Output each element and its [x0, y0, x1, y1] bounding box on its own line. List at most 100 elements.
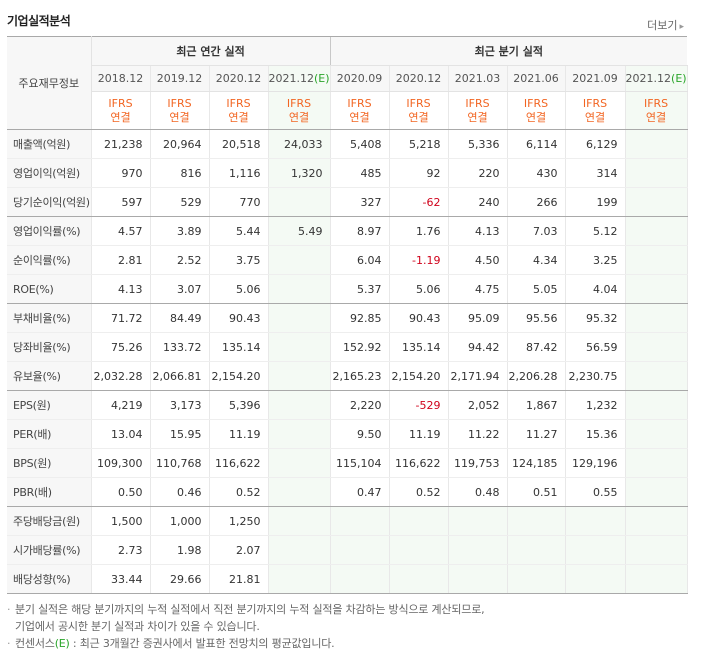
value-cell: 152.92	[329, 332, 390, 362]
table-row: BPS(원) 109,300 110,768 116,622 115,104 116,62…	[7, 448, 688, 478]
value-cell	[389, 506, 449, 536]
more-link[interactable]: 더보기 ▸	[647, 17, 684, 33]
ifrs-label: IFRS	[406, 96, 431, 110]
value-cell	[268, 419, 331, 449]
value-cell: 11.27	[507, 419, 566, 449]
accounting-standard-cell: IFRS 연결	[389, 91, 449, 130]
value-cell: 115,104	[329, 448, 390, 478]
period-header: 2020.12	[389, 65, 449, 92]
value-cell: 135.14	[389, 332, 449, 362]
ifrs-label: IFRS	[108, 96, 133, 110]
value-cell: 2,220	[329, 390, 390, 420]
accounting-standard-cell: IFRS 연결	[565, 91, 626, 130]
value-cell	[565, 564, 626, 594]
value-cell: 2.52	[150, 245, 210, 275]
consolidated-label: 연결	[228, 110, 249, 124]
value-cell: 109,300	[91, 448, 151, 478]
value-cell: 15.95	[150, 419, 210, 449]
value-cell: 3.25	[565, 245, 626, 275]
accounting-standard-cell: IFRS 연결	[209, 91, 269, 130]
table-row: 영업이익(억원) 970 816 1,116 1,320 485 92 220 430 314	[7, 158, 688, 188]
period-header: 2020.12	[209, 65, 269, 92]
value-cell: 4.57	[91, 216, 151, 246]
value-cell	[329, 535, 390, 565]
value-cell	[625, 274, 688, 304]
value-cell: 1,116	[209, 158, 269, 188]
value-cell: 3,173	[150, 390, 210, 420]
value-cell: 2,066.81	[150, 361, 210, 391]
value-cell: 21,238	[91, 129, 151, 159]
value-cell: 11.19	[389, 419, 449, 449]
consolidated-label: 연결	[169, 110, 190, 124]
value-cell: 21.81	[209, 564, 269, 594]
value-cell: 2.81	[91, 245, 151, 275]
row-label: BPS(원)	[7, 448, 92, 478]
accounting-standard-cell: IFRS 연결	[268, 91, 331, 130]
period-header: 2021.09	[565, 65, 626, 92]
table-row: 부채비율(%) 71.72 84.49 90.43 92.85 90.43 95.09 95.…	[7, 303, 688, 333]
value-cell: 2.73	[91, 535, 151, 565]
value-cell: 0.50	[91, 477, 151, 507]
value-cell: 0.52	[389, 477, 449, 507]
section-title: 기업실적분석	[7, 14, 71, 28]
table-row: 순이익률(%) 2.81 2.52 3.75 6.04 -1.19 4.50 4.34 3.25	[7, 245, 688, 275]
ifrs-label: IFRS	[582, 96, 608, 110]
value-cell: 1,250	[209, 506, 269, 536]
ifrs-label: IFRS	[523, 96, 549, 110]
accounting-standard-cell: IFRS 연결	[448, 91, 508, 130]
period-row: 2018.12 2019.12 2020.12 2021.12(E) 2020.09 20…	[7, 65, 688, 92]
value-cell: 529	[150, 187, 210, 217]
consolidated-label: 연결	[467, 110, 488, 124]
row-label: 유보율(%)	[7, 361, 92, 391]
value-cell: 5.49	[268, 216, 331, 246]
value-cell: 1,500	[91, 506, 151, 536]
value-cell: 0.52	[209, 477, 269, 507]
accounting-row: IFRS 연결 IFRS 연결 IFRS 연결 IFRS 연결 IFRS 연결 IFRS 연결 IFRS…	[7, 91, 688, 130]
consolidated-label: 연결	[584, 110, 606, 124]
value-cell: 2,171.94	[448, 361, 508, 391]
value-cell: 20,518	[209, 129, 269, 159]
value-cell: 2,165.23	[329, 361, 390, 391]
footnote-1-cont-text: 기업에서 공시한 분기 실적과 차이가 있을 수 있습니다.	[15, 620, 260, 633]
period-label: 2019.12	[156, 72, 203, 85]
value-cell: 5.12	[565, 216, 626, 246]
value-cell	[329, 506, 390, 536]
value-cell: 2,154.20	[209, 361, 269, 391]
value-cell	[329, 564, 390, 594]
footnote-1-text: 분기 실적은 해당 분기까지의 누적 실적에서 직전 분기까지의 누적 실적을 …	[15, 603, 485, 616]
row-label: 시가배당률(%)	[7, 535, 92, 565]
row-label: 순이익률(%)	[7, 245, 92, 275]
value-cell: 485	[329, 158, 390, 188]
value-cell: 0.46	[150, 477, 210, 507]
row-label-header: 주요재무정보	[7, 36, 92, 130]
table-row: PBR(배) 0.50 0.46 0.52 0.47 0.52 0.48 0.51 0.55	[7, 477, 688, 507]
value-cell: 7.03	[507, 216, 566, 246]
value-cell: 2,154.20	[389, 361, 449, 391]
table-row: 당기순이익(억원) 597 529 770 327 -62 240 266 199	[7, 187, 688, 217]
value-cell: 1.76	[389, 216, 449, 246]
ifrs-label: IFRS	[167, 96, 192, 110]
row-label: 배당성향(%)	[7, 564, 92, 594]
row-label: 영업이익률(%)	[7, 216, 92, 246]
value-cell	[268, 390, 331, 420]
value-cell	[268, 187, 331, 217]
row-label: 당기순이익(억원)	[7, 187, 92, 217]
ifrs-label: IFRS	[347, 96, 372, 110]
table-row: 영업이익률(%) 4.57 3.89 5.44 5.49 8.97 1.76 4.13 7.03…	[7, 216, 688, 246]
value-cell	[625, 419, 688, 449]
footnote-2-text: : 최근 3개월간 증권사에서 발표한 전망치의 평균값입니다.	[69, 637, 335, 650]
footnotes: · 분기 실적은 해당 분기까지의 누적 실적에서 직전 분기까지의 누적 실적을…	[7, 601, 485, 652]
value-cell	[625, 361, 688, 391]
value-cell: 133.72	[150, 332, 210, 362]
value-cell	[268, 448, 331, 478]
value-cell: 5.06	[389, 274, 449, 304]
value-cell: -1.19	[389, 245, 449, 275]
value-cell: 0.51	[507, 477, 566, 507]
period-label: 2018.12	[97, 72, 144, 85]
consolidated-label: 연결	[645, 110, 667, 124]
value-cell: 92.85	[329, 303, 390, 333]
value-cell	[268, 535, 331, 565]
value-cell	[507, 535, 566, 565]
chevron-right-icon: ▸	[679, 22, 684, 32]
value-cell	[268, 506, 331, 536]
